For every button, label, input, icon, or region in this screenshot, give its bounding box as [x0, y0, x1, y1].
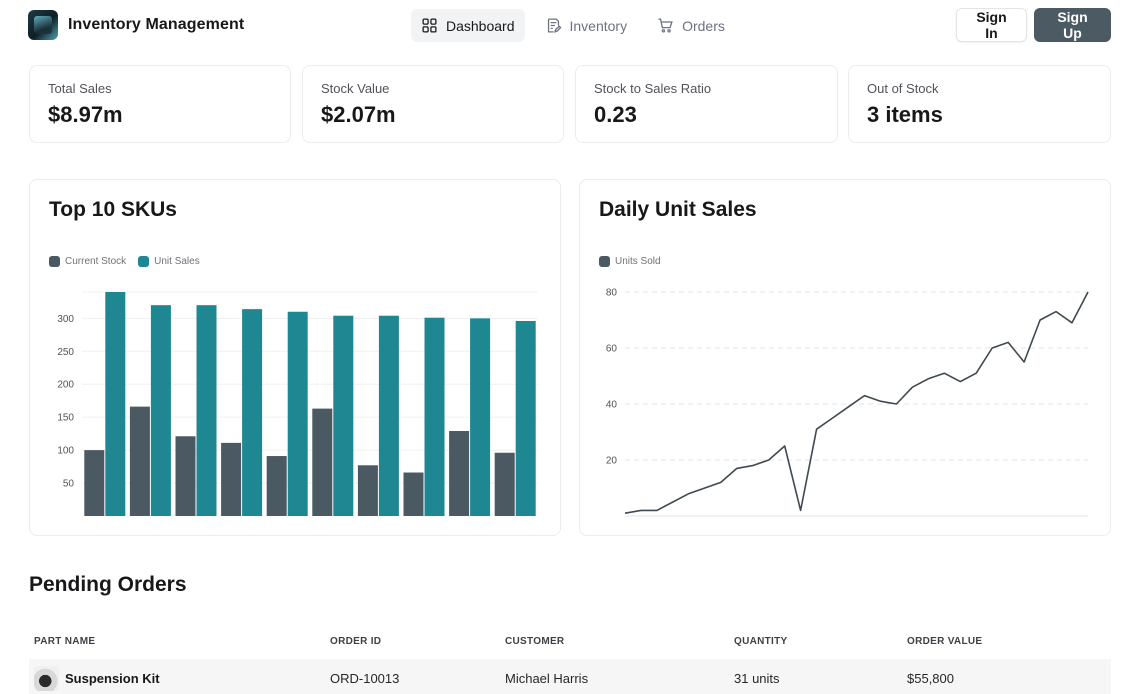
daily-unit-sales-title: Daily Unit Sales [599, 198, 757, 221]
nav-inventory[interactable]: Inventory [535, 9, 638, 42]
legend-label: Units Sold [615, 256, 661, 267]
legend-swatch [49, 256, 60, 267]
bar-unit-sales[interactable] [470, 318, 491, 516]
kpi-stock-to-sales-ratio: Stock to Sales Ratio 0.23 [575, 65, 838, 143]
pending-orders-title: Pending Orders [29, 573, 187, 596]
y-tick-label: 250 [57, 347, 74, 358]
cell-quantity: 31 units [734, 671, 780, 686]
bar-unit-sales[interactable] [424, 317, 445, 516]
sign-in-button[interactable]: Sign In [956, 8, 1027, 42]
top-skus-card: 50 100 150 200 250 300 Top 10 SKUs Current St… [29, 179, 561, 536]
y-tick-label: 40 [606, 400, 618, 411]
bar-current-stock[interactable] [494, 452, 515, 516]
bar-unit-sales[interactable] [196, 305, 217, 516]
column-header-quantity[interactable]: QUANTITY [734, 636, 788, 647]
bar-current-stock[interactable] [449, 431, 470, 516]
top-skus-chart: 50 100 150 200 250 300 [57, 291, 538, 516]
legend-label: Current Stock [65, 256, 127, 267]
table-row[interactable]: Suspension Kit ORD-10013 Michael Harris … [29, 659, 1111, 694]
y-tick-label: 300 [57, 314, 74, 325]
column-header-customer[interactable]: CUSTOMER [505, 636, 565, 647]
nav-dashboard[interactable]: Dashboard [411, 9, 525, 42]
kpi-label: Stock to Sales Ratio [594, 81, 712, 96]
legend-units-sold[interactable]: Units Sold [599, 256, 661, 267]
cell-order-id: ORD-10013 [330, 671, 400, 686]
legend-label: Unit Sales [154, 256, 200, 267]
kpi-label: Stock Value [321, 81, 390, 96]
y-tick-label: 150 [57, 413, 74, 424]
kpi-value: 0.23 [594, 102, 637, 127]
brand[interactable]: Inventory Management [28, 10, 244, 40]
kpi-stock-value: Stock Value $2.07m [302, 65, 564, 143]
kpi-value: 3 items [867, 102, 943, 127]
sign-up-button[interactable]: Sign Up [1034, 8, 1111, 42]
column-header-part-name[interactable]: PART NAME [34, 636, 96, 647]
bar-current-stock[interactable] [221, 442, 242, 516]
bar-current-stock[interactable] [266, 456, 287, 516]
y-tick-label: 50 [63, 479, 75, 490]
nav-dashboard-label: Dashboard [446, 17, 515, 34]
app-title: Inventory Management [68, 16, 245, 33]
bar-current-stock[interactable] [84, 450, 105, 516]
y-tick-label: 200 [57, 380, 74, 391]
bar-current-stock[interactable] [403, 472, 424, 516]
series-line-units-sold[interactable] [624, 291, 1089, 514]
orders-table-header: PART NAME ORDER ID CUSTOMER QUANTITY ORD… [29, 630, 1111, 654]
nav-orders-label: Orders [682, 17, 725, 34]
cell-customer: Michael Harris [505, 671, 589, 686]
cart-icon [658, 18, 673, 33]
grid-icon [422, 18, 437, 33]
app-logo [28, 10, 58, 40]
daily-unit-sales-card: 20 40 60 80 Daily Unit Sales Units Sold [579, 179, 1111, 536]
daily-unit-sales-legend: Units Sold [599, 256, 661, 267]
y-tick-label: 60 [606, 344, 618, 355]
legend-unit-sales[interactable]: Unit Sales [138, 256, 200, 267]
kpi-value: $8.97m [48, 102, 123, 127]
bar-unit-sales[interactable] [515, 320, 536, 516]
cell-part-name: Suspension Kit [65, 671, 160, 686]
bar-current-stock[interactable] [312, 408, 333, 516]
bar-unit-sales[interactable] [105, 292, 126, 516]
kpi-label: Out of Stock [867, 81, 939, 96]
bar-current-stock[interactable] [129, 406, 150, 516]
kpi-total-sales: Total Sales $8.97m [29, 65, 291, 143]
top-skus-legend: Current Stock Unit Sales [49, 256, 200, 267]
y-tick-label: 100 [57, 446, 74, 457]
auth-buttons: Sign In Sign Up [956, 8, 1111, 42]
top-header: Inventory Management Dashboard Inventory… [0, 0, 1140, 52]
legend-swatch [138, 256, 150, 267]
bar-current-stock[interactable] [357, 465, 378, 516]
y-tick-label: 80 [606, 288, 618, 299]
daily-unit-sales-chart: 20 40 60 80 [606, 288, 1089, 517]
bar-unit-sales[interactable] [287, 311, 308, 516]
bar-unit-sales[interactable] [333, 315, 354, 516]
column-header-order-id[interactable]: ORDER ID [330, 636, 382, 647]
legend-swatch [599, 256, 610, 267]
kpi-value: $2.07m [321, 102, 396, 127]
kpi-out-of-stock: Out of Stock 3 items [848, 65, 1111, 143]
nav-orders[interactable]: Orders [647, 9, 735, 42]
nav-inventory-label: Inventory [569, 17, 628, 34]
column-header-order-value[interactable]: ORDER VALUE [907, 636, 983, 647]
main-nav: Dashboard Inventory Orders [411, 9, 735, 42]
top-skus-title: Top 10 SKUs [49, 198, 177, 221]
kpi-label: Total Sales [48, 81, 112, 96]
bar-unit-sales[interactable] [378, 315, 399, 516]
part-thumbnail [34, 666, 59, 691]
y-tick-label: 20 [606, 456, 618, 467]
bar-current-stock[interactable] [175, 436, 196, 516]
cell-order-value: $55,800 [907, 671, 954, 686]
bar-unit-sales[interactable] [242, 309, 263, 516]
legend-current-stock[interactable]: Current Stock [49, 256, 126, 267]
bar-unit-sales[interactable] [150, 305, 171, 516]
edit-list-icon [547, 18, 561, 33]
